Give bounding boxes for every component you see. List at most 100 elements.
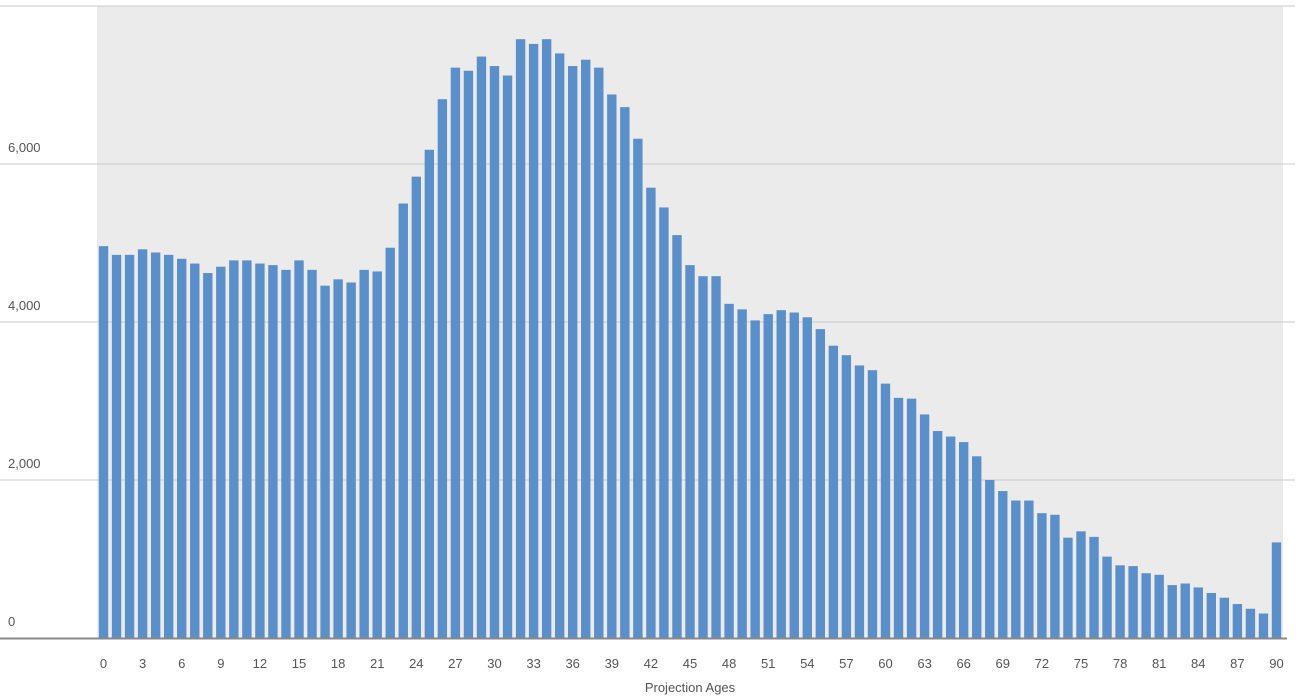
bar-age-21 bbox=[372, 271, 382, 638]
x-tick-label: 0 bbox=[100, 656, 107, 671]
bar-age-75 bbox=[1076, 531, 1086, 638]
x-tick-label: 18 bbox=[331, 656, 345, 671]
bar-age-71 bbox=[1024, 500, 1034, 638]
bar-age-42 bbox=[646, 187, 656, 638]
bar-age-24 bbox=[411, 176, 421, 638]
x-tick-label: 30 bbox=[487, 656, 501, 671]
x-tick-label: 72 bbox=[1035, 656, 1049, 671]
bar-age-19 bbox=[346, 282, 356, 638]
x-tick-label: 63 bbox=[917, 656, 931, 671]
bar-age-8 bbox=[203, 273, 213, 638]
y-tick-label: 2,000 bbox=[8, 456, 41, 471]
bar-age-78 bbox=[1115, 565, 1125, 638]
bar-age-77 bbox=[1102, 556, 1112, 638]
x-tick-label: 45 bbox=[683, 656, 697, 671]
bar-age-5 bbox=[163, 254, 174, 638]
bar-age-60 bbox=[880, 383, 891, 638]
x-tick-label: 42 bbox=[644, 656, 658, 671]
bar-age-34 bbox=[541, 39, 552, 639]
bar-age-61 bbox=[893, 397, 904, 638]
bar-age-1 bbox=[111, 254, 122, 638]
bar-age-68 bbox=[985, 480, 995, 638]
bar-age-12 bbox=[255, 263, 265, 638]
bar-age-47 bbox=[711, 276, 721, 638]
bar-age-30 bbox=[489, 66, 500, 639]
x-tick-label: 21 bbox=[370, 656, 384, 671]
bar-age-32 bbox=[515, 39, 526, 639]
bar-age-20 bbox=[359, 269, 369, 638]
bar-age-87 bbox=[1232, 604, 1243, 638]
bar-age-66 bbox=[959, 442, 969, 638]
bar-age-7 bbox=[190, 263, 200, 638]
x-tick-label: 36 bbox=[565, 656, 579, 671]
bar-age-0 bbox=[98, 246, 109, 638]
bar-age-59 bbox=[867, 370, 878, 638]
bar-age-44 bbox=[672, 235, 682, 638]
bar-age-46 bbox=[698, 276, 708, 638]
bar-age-89 bbox=[1258, 613, 1269, 638]
x-tick-label: 69 bbox=[996, 656, 1010, 671]
bar-age-79 bbox=[1128, 566, 1138, 638]
bar-age-82 bbox=[1167, 585, 1177, 638]
y-tick-label: 0 bbox=[8, 614, 15, 629]
x-tick-label: 39 bbox=[605, 656, 619, 671]
bar-age-26 bbox=[437, 99, 448, 639]
bar-age-17 bbox=[320, 285, 330, 638]
bar-age-39 bbox=[607, 94, 617, 639]
bar-age-25 bbox=[424, 149, 435, 638]
bar-age-51 bbox=[763, 314, 773, 638]
bar-age-57 bbox=[841, 355, 852, 638]
bar-age-86 bbox=[1219, 597, 1230, 638]
y-tick-label: 4,000 bbox=[8, 298, 41, 313]
x-tick-label: 57 bbox=[839, 656, 853, 671]
x-tick-label: 51 bbox=[761, 656, 775, 671]
bar-age-10 bbox=[229, 260, 239, 638]
bar-age-3 bbox=[137, 249, 148, 638]
x-axis-title: Projection Ages bbox=[645, 680, 736, 695]
bar-age-49 bbox=[737, 309, 747, 638]
bar-age-58 bbox=[854, 365, 865, 638]
bar-age-40 bbox=[620, 107, 630, 639]
x-tick-label: 6 bbox=[178, 656, 185, 671]
x-tick-label: 33 bbox=[526, 656, 540, 671]
bar-age-31 bbox=[502, 75, 513, 638]
bar-age-55 bbox=[815, 329, 826, 638]
y-axis-ticks: 0 2,000 4,000 6,000 bbox=[8, 140, 41, 629]
bar-age-90 bbox=[1271, 542, 1282, 638]
x-tick-label: 27 bbox=[448, 656, 462, 671]
bar-age-16 bbox=[307, 269, 317, 638]
bar-age-41 bbox=[633, 138, 643, 638]
x-tick-label: 84 bbox=[1191, 656, 1205, 671]
x-tick-label: 90 bbox=[1269, 656, 1283, 671]
bar-age-53 bbox=[789, 312, 799, 638]
bar-age-2 bbox=[124, 254, 135, 638]
bar-age-74 bbox=[1063, 537, 1073, 638]
bar-age-65 bbox=[945, 436, 956, 638]
bar-age-43 bbox=[659, 207, 669, 638]
bar-age-62 bbox=[906, 398, 917, 638]
bar-age-67 bbox=[972, 456, 982, 638]
x-tick-label: 12 bbox=[253, 656, 267, 671]
bar-age-33 bbox=[528, 43, 539, 639]
x-tick-label: 87 bbox=[1230, 656, 1244, 671]
bar-age-88 bbox=[1245, 608, 1256, 638]
x-tick-label: 9 bbox=[217, 656, 224, 671]
bar-age-83 bbox=[1180, 583, 1190, 638]
bar-age-18 bbox=[333, 279, 343, 638]
x-tick-label: 75 bbox=[1074, 656, 1088, 671]
x-tick-label: 66 bbox=[956, 656, 970, 671]
bar-age-45 bbox=[685, 265, 695, 638]
bar-age-54 bbox=[802, 317, 812, 638]
bar-age-69 bbox=[998, 491, 1008, 638]
bar-age-84 bbox=[1193, 587, 1203, 638]
bar-age-56 bbox=[828, 345, 839, 638]
bar-age-35 bbox=[554, 53, 565, 638]
y-tick-label: 6,000 bbox=[8, 140, 41, 155]
bar-age-27 bbox=[450, 67, 461, 639]
bar-age-76 bbox=[1089, 536, 1099, 638]
bar-age-29 bbox=[476, 56, 487, 639]
bar-age-28 bbox=[463, 70, 474, 638]
bar-age-14 bbox=[281, 269, 291, 638]
bar-age-15 bbox=[294, 260, 304, 638]
